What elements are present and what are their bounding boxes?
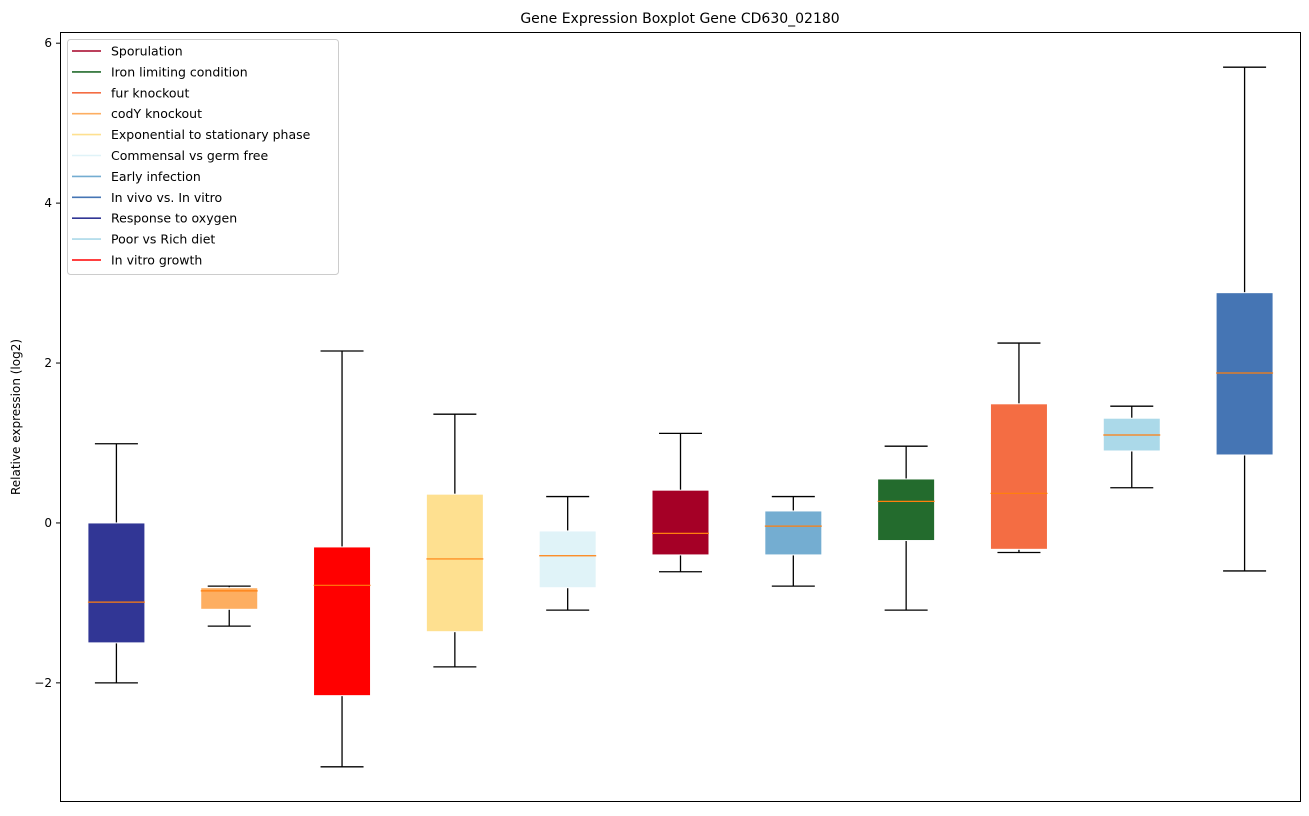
y-tick-label: −2 (34, 676, 52, 690)
box-poor-vs-rich-diet (1102, 405, 1161, 489)
y-tick-label: 0 (44, 516, 52, 530)
legend-frame (67, 39, 339, 275)
legend-label: fur knockout (111, 85, 189, 100)
boxes-layer (87, 66, 1274, 768)
chart-title: Gene Expression Boxplot Gene CD630_02180 (520, 11, 839, 27)
iqr-box (764, 510, 823, 556)
box-response-to-oxygen (87, 443, 146, 684)
box-exponential-to-stationary-phase (425, 413, 484, 668)
iqr-box (538, 530, 597, 589)
legend-label: Commensal vs germ free (111, 148, 268, 163)
iqr-box (313, 546, 372, 697)
legend-label: Iron limiting condition (111, 64, 248, 79)
plot-frame (60, 32, 1301, 802)
box-in-vivo-vs-in-vitro (1215, 66, 1274, 572)
iqr-box (425, 493, 484, 633)
iqr-box (877, 478, 936, 542)
box-sporulation (651, 432, 710, 573)
legend-label: Early infection (111, 169, 201, 184)
legend-label: Sporulation (111, 44, 183, 59)
iqr-box (989, 403, 1048, 550)
iqr-box (651, 489, 710, 556)
iqr-box (87, 522, 146, 644)
legend: Sporulation Iron limiting condition fur kn… (67, 39, 339, 275)
box-iron-limiting-condition (877, 445, 936, 611)
legend-label: Response to oxygen (111, 211, 237, 226)
legend-label: Exponential to stationary phase (111, 127, 311, 142)
y-tick-label: 4 (44, 196, 52, 210)
legend-label: codY knockout (111, 106, 202, 121)
box-in-vitro-growth (313, 350, 372, 768)
box-fur-knockout (989, 342, 1048, 554)
iqr-box (200, 587, 259, 610)
y-tick-label: 2 (44, 356, 52, 370)
box-commensal-vs-germ-free (538, 495, 597, 611)
y-axis: −2 0 2 4 6 (34, 36, 60, 690)
y-axis-label: Relative expression (log2) (9, 339, 23, 495)
legend-label: Poor vs Rich diet (111, 232, 215, 247)
iqr-box (1215, 292, 1274, 456)
legend-label: In vitro growth (111, 253, 202, 268)
box-early-infection (764, 495, 823, 587)
legend-label: In vivo vs. In vitro (111, 190, 222, 205)
box-cody-knockout (200, 585, 259, 627)
y-tick-label: 6 (44, 36, 52, 50)
